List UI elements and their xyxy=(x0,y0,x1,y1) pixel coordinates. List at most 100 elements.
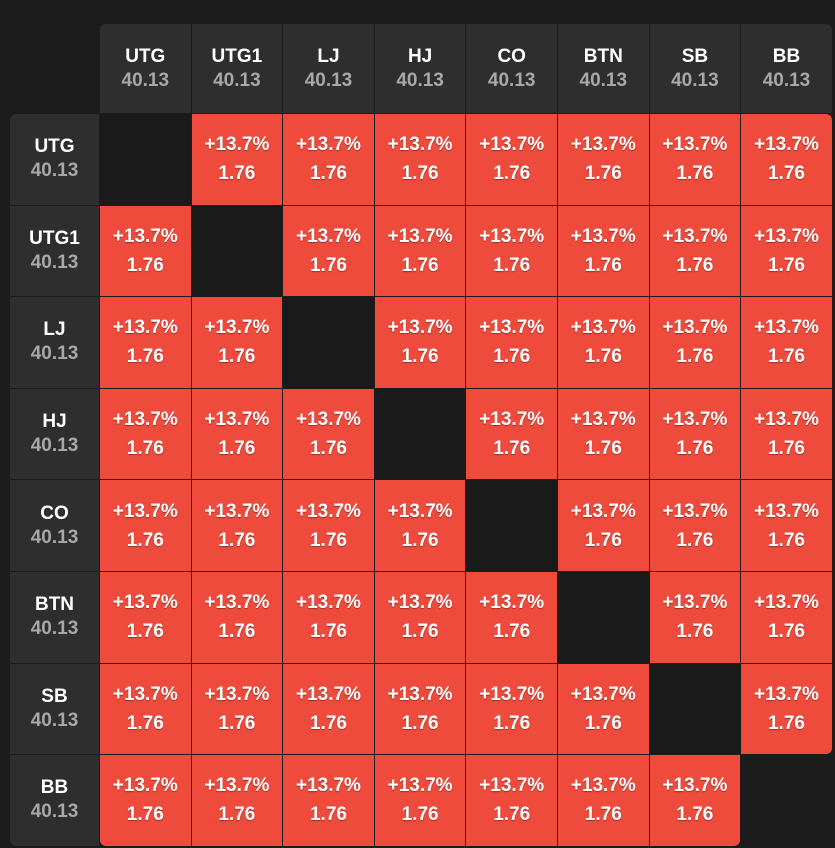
column-header-value: 40.13 xyxy=(579,69,628,91)
column-header-value: 40.13 xyxy=(762,69,811,91)
matrix-cell: +13.7% 1.76 xyxy=(741,572,832,663)
cell-percent: +13.7% xyxy=(570,134,636,156)
cell-percent: +13.7% xyxy=(479,775,545,797)
matrix-cell: +13.7% 1.76 xyxy=(100,663,191,755)
cell-percent: +13.7% xyxy=(479,134,545,156)
cell-percent: +13.7% xyxy=(295,683,361,705)
matrix-cell: +13.7% 1.76 xyxy=(100,388,191,480)
row-header-name: LJ xyxy=(43,319,66,341)
cell-value: 1.76 xyxy=(676,163,714,185)
column-header-hj: HJ 40.13 xyxy=(374,24,466,113)
matrix-cell: +13.7% 1.76 xyxy=(649,755,741,846)
row-header-value: 40.13 xyxy=(30,709,79,731)
cell-value: 1.76 xyxy=(584,163,622,185)
cell-percent: +13.7% xyxy=(295,225,361,247)
row-header-name: BTN xyxy=(34,594,75,616)
cell-percent: +13.7% xyxy=(479,592,545,614)
column-header-name: CO xyxy=(497,45,526,67)
cell-value: 1.76 xyxy=(126,346,164,368)
column-header-name: UTG1 xyxy=(211,45,263,67)
column-header-name: UTG xyxy=(125,45,166,67)
matrix-cell: +13.7% 1.76 xyxy=(558,114,649,205)
cell-percent: +13.7% xyxy=(112,592,178,614)
matrix-cell: +13.7% 1.76 xyxy=(374,755,466,846)
matrix-cell: +13.7% 1.76 xyxy=(283,480,374,571)
row-header-value: 40.13 xyxy=(30,343,79,365)
column-header-btn: BTN 40.13 xyxy=(558,24,649,113)
cell-value: 1.76 xyxy=(126,529,164,551)
matrix-cell: +13.7% 1.76 xyxy=(558,297,649,388)
matrix-cell: +13.7% 1.76 xyxy=(100,205,191,297)
matrix-cell: +13.7% 1.76 xyxy=(466,388,557,480)
matrix-cell: +13.7% 1.76 xyxy=(466,663,557,755)
cell-value: 1.76 xyxy=(309,529,347,551)
cell-value: 1.76 xyxy=(401,529,439,551)
cell-percent: +13.7% xyxy=(662,409,728,431)
matrix-cell: +13.7% 1.76 xyxy=(191,388,283,480)
cell-percent: +13.7% xyxy=(479,683,545,705)
cell-percent: +13.7% xyxy=(662,775,728,797)
row-header-value: 40.13 xyxy=(30,618,79,640)
matrix-cell: +13.7% 1.76 xyxy=(466,755,557,846)
cell-value: 1.76 xyxy=(767,712,805,734)
cell-percent: +13.7% xyxy=(112,775,178,797)
row-header-value: 40.13 xyxy=(30,251,79,273)
row-header-bb: BB 40.13 xyxy=(10,755,99,846)
matrix-cell: +13.7% 1.76 xyxy=(558,388,649,480)
matrix-cell: +13.7% 1.76 xyxy=(558,205,649,297)
cell-percent: +13.7% xyxy=(753,317,819,339)
cell-value: 1.76 xyxy=(401,712,439,734)
cell-value: 1.76 xyxy=(767,163,805,185)
row-header-name: UTG xyxy=(34,136,75,158)
cell-percent: +13.7% xyxy=(753,592,819,614)
cell-value: 1.76 xyxy=(676,621,714,643)
column-header-bb: BB 40.13 xyxy=(741,24,832,113)
cell-value: 1.76 xyxy=(493,804,531,826)
matrix-cell: +13.7% 1.76 xyxy=(466,297,557,388)
cell-value: 1.76 xyxy=(676,804,714,826)
matrix-cell: +13.7% 1.76 xyxy=(100,572,191,663)
cell-percent: +13.7% xyxy=(479,225,545,247)
cell-percent: +13.7% xyxy=(295,500,361,522)
row-header-name: SB xyxy=(41,685,68,707)
matrix-cell: +13.7% 1.76 xyxy=(741,480,832,571)
diagonal-cell xyxy=(649,663,741,755)
cell-value: 1.76 xyxy=(218,346,256,368)
column-header-utg1: UTG1 40.13 xyxy=(191,24,283,113)
cell-value: 1.76 xyxy=(401,346,439,368)
cell-percent: +13.7% xyxy=(570,500,636,522)
cell-value: 1.76 xyxy=(676,254,714,276)
matrix-cell: +13.7% 1.76 xyxy=(283,663,374,755)
matrix-cell: +13.7% 1.76 xyxy=(741,663,832,755)
cell-value: 1.76 xyxy=(309,163,347,185)
cell-value: 1.76 xyxy=(309,804,347,826)
cell-percent: +13.7% xyxy=(204,409,270,431)
matrix-cell: +13.7% 1.76 xyxy=(100,480,191,571)
cell-percent: +13.7% xyxy=(753,683,819,705)
cell-percent: +13.7% xyxy=(387,225,453,247)
cell-value: 1.76 xyxy=(493,438,531,460)
cell-value: 1.76 xyxy=(218,529,256,551)
cell-percent: +13.7% xyxy=(662,225,728,247)
position-matrix: UTG 40.13 UTG1 40.13 LJ 40.13 HJ 40.13 CO 40.13 BT… xyxy=(10,24,835,848)
cell-percent: +13.7% xyxy=(662,500,728,522)
matrix-cell: +13.7% 1.76 xyxy=(558,755,649,846)
column-header-value: 40.13 xyxy=(487,69,536,91)
cell-value: 1.76 xyxy=(584,712,622,734)
cell-value: 1.76 xyxy=(218,804,256,826)
cell-value: 1.76 xyxy=(401,254,439,276)
diagonal-cell xyxy=(374,388,466,480)
column-header-name: BTN xyxy=(583,45,623,67)
cell-percent: +13.7% xyxy=(753,225,819,247)
matrix-cell: +13.7% 1.76 xyxy=(374,297,466,388)
matrix-cell: +13.7% 1.76 xyxy=(191,114,283,205)
cell-value: 1.76 xyxy=(218,438,256,460)
cell-percent: +13.7% xyxy=(570,683,636,705)
cell-value: 1.76 xyxy=(584,254,622,276)
cell-percent: +13.7% xyxy=(662,317,728,339)
column-header-co: CO 40.13 xyxy=(466,24,557,113)
matrix-cell: +13.7% 1.76 xyxy=(649,388,741,480)
matrix-cell: +13.7% 1.76 xyxy=(466,572,557,663)
cell-value: 1.76 xyxy=(767,346,805,368)
diagonal-cell xyxy=(100,114,191,205)
